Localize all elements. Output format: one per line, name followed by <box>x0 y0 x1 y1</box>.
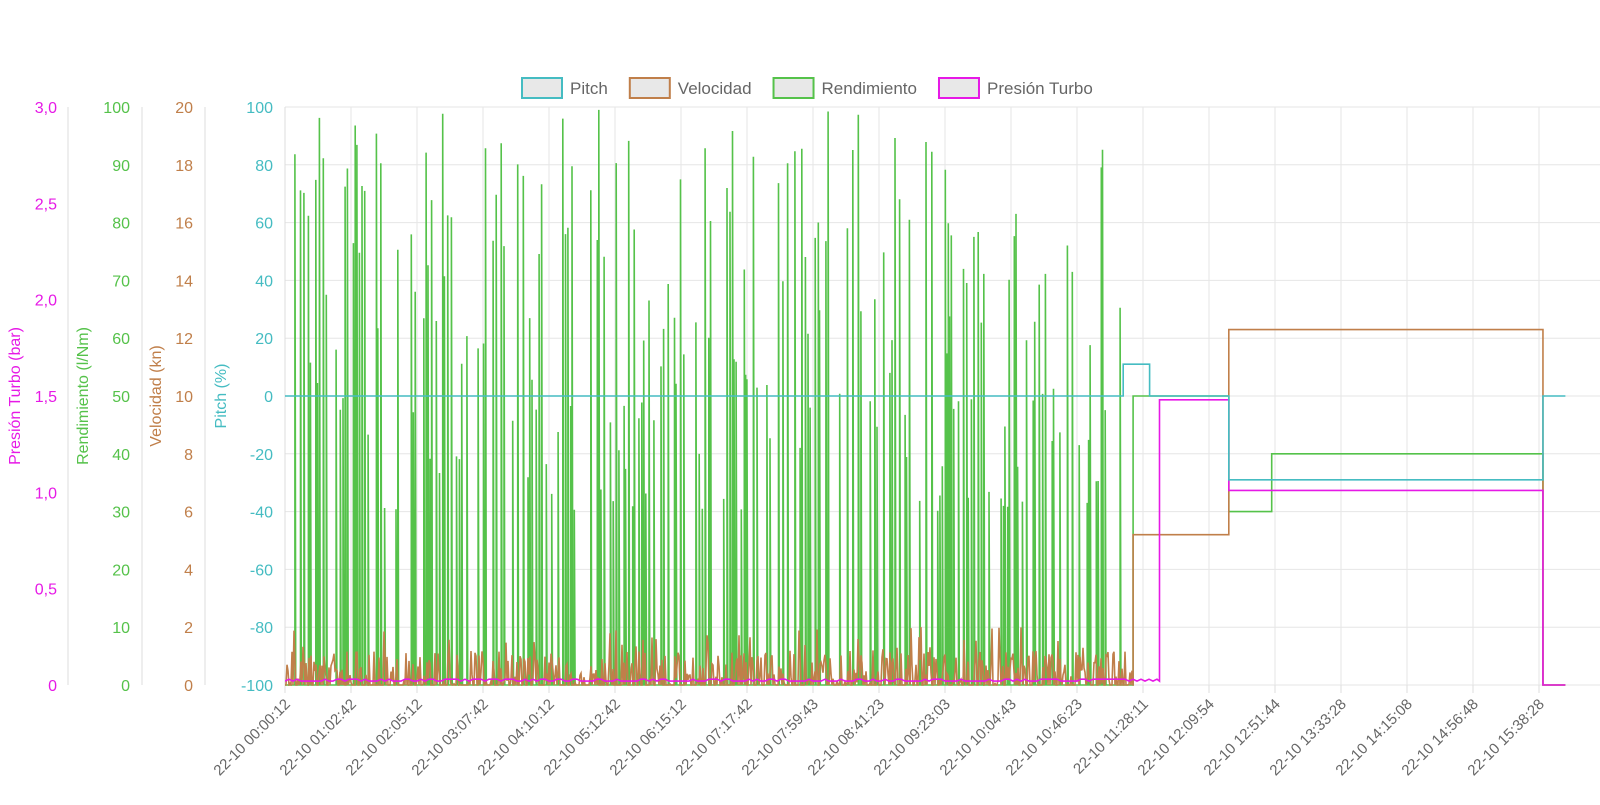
y-axis-pitch: -100 -80 -60 -40 -20 0 20 40 60 80 100 Pitch (%) <box>213 100 285 695</box>
y-tick-label: 12 <box>175 331 193 348</box>
legend-item[interactable]: Rendimiento <box>774 78 917 98</box>
legend-label: Rendimiento <box>822 79 917 98</box>
legend-label: Velocidad <box>678 79 752 98</box>
y-tick-label: 40 <box>255 273 273 290</box>
y-tick-label: -20 <box>250 447 273 464</box>
y-tick-label: 20 <box>112 562 130 579</box>
legend-item[interactable]: Pitch <box>522 78 608 98</box>
y-tick-label: 30 <box>112 505 130 522</box>
y-tick-label: 90 <box>112 158 130 175</box>
y-axis-title: Velocidad (kn) <box>148 345 165 446</box>
legend-swatch <box>939 78 979 98</box>
y-tick-label: -100 <box>241 678 273 695</box>
y-tick-label: 10 <box>112 620 130 637</box>
y-axis-title: Pitch (%) <box>213 364 230 429</box>
y-tick-label: 2 <box>184 620 193 637</box>
y-tick-label: 50 <box>112 389 130 406</box>
legend-swatch <box>630 78 670 98</box>
y-tick-label: 2,0 <box>35 293 57 310</box>
y-tick-label: 16 <box>175 216 193 233</box>
legend-label: Pitch <box>570 79 608 98</box>
y-tick-label: 20 <box>255 331 273 348</box>
y-tick-label: 6 <box>184 505 193 522</box>
series-rendimiento <box>285 110 1565 685</box>
y-tick-label: 0 <box>184 678 193 695</box>
y-tick-label: -80 <box>250 620 273 637</box>
y-tick-label: 80 <box>255 158 273 175</box>
y-tick-label: 0 <box>48 678 57 695</box>
y-tick-label: 4 <box>184 562 193 579</box>
y-tick-label: 20 <box>175 100 193 117</box>
y-axis-title: Presión Turbo (bar) <box>7 327 24 465</box>
legend-label: Presión Turbo <box>987 79 1093 98</box>
y-tick-label: 100 <box>103 100 130 117</box>
y-tick-label: 80 <box>112 216 130 233</box>
y-axis-title: Rendimiento (l/Nm) <box>75 327 92 465</box>
y-tick-label: 2,5 <box>35 196 57 213</box>
y-tick-label: 0,5 <box>35 582 57 599</box>
series-line <box>285 110 1565 685</box>
y-tick-label: 1,5 <box>35 389 57 406</box>
y-axis-turbo: 0 0,5 1,0 1,5 2,0 2,5 3,0 Presión Turbo (bar) <box>7 100 68 695</box>
y-tick-label: 70 <box>112 273 130 290</box>
y-tick-label: 40 <box>112 447 130 464</box>
y-tick-label: 18 <box>175 158 193 175</box>
y-tick-label: 100 <box>246 100 273 117</box>
legend-swatch <box>522 78 562 98</box>
y-tick-label: 60 <box>255 216 273 233</box>
legend-item[interactable]: Velocidad <box>630 78 752 98</box>
y-tick-label: 10 <box>175 389 193 406</box>
legend[interactable]: Pitch Velocidad Rendimiento Presión Turbo <box>522 78 1093 98</box>
legend-swatch <box>774 78 814 98</box>
y-axis-rend: 0 10 20 30 40 50 60 70 80 90 100 Rendimiento (l/Nm) <box>75 100 142 695</box>
y-tick-label: -40 <box>250 505 273 522</box>
y-tick-label: 8 <box>184 447 193 464</box>
plot-area <box>285 110 1565 685</box>
y-tick-label: 3,0 <box>35 100 57 117</box>
y-tick-label: -60 <box>250 562 273 579</box>
y-tick-label: 0 <box>121 678 130 695</box>
legend-item[interactable]: Presión Turbo <box>939 78 1093 98</box>
y-axis-vel: 0 2 4 6 8 10 12 14 16 18 20 Velocidad (kn) <box>148 100 205 695</box>
y-tick-label: 0 <box>264 389 273 406</box>
y-tick-label: 14 <box>175 273 193 290</box>
y-tick-label: 1,0 <box>35 485 57 502</box>
y-tick-label: 60 <box>112 331 130 348</box>
